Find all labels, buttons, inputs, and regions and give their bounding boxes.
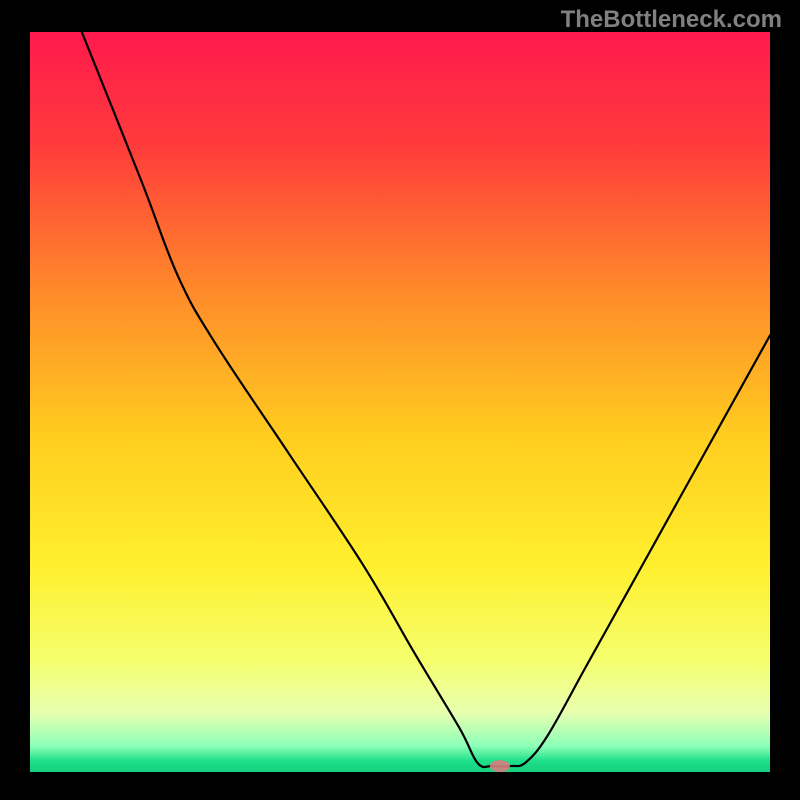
gradient-background xyxy=(30,32,770,772)
bottleneck-curve-chart xyxy=(30,32,770,772)
chart-plot-area xyxy=(30,32,770,772)
optimum-marker xyxy=(490,760,510,772)
watermark-text: TheBottleneck.com xyxy=(561,6,782,34)
